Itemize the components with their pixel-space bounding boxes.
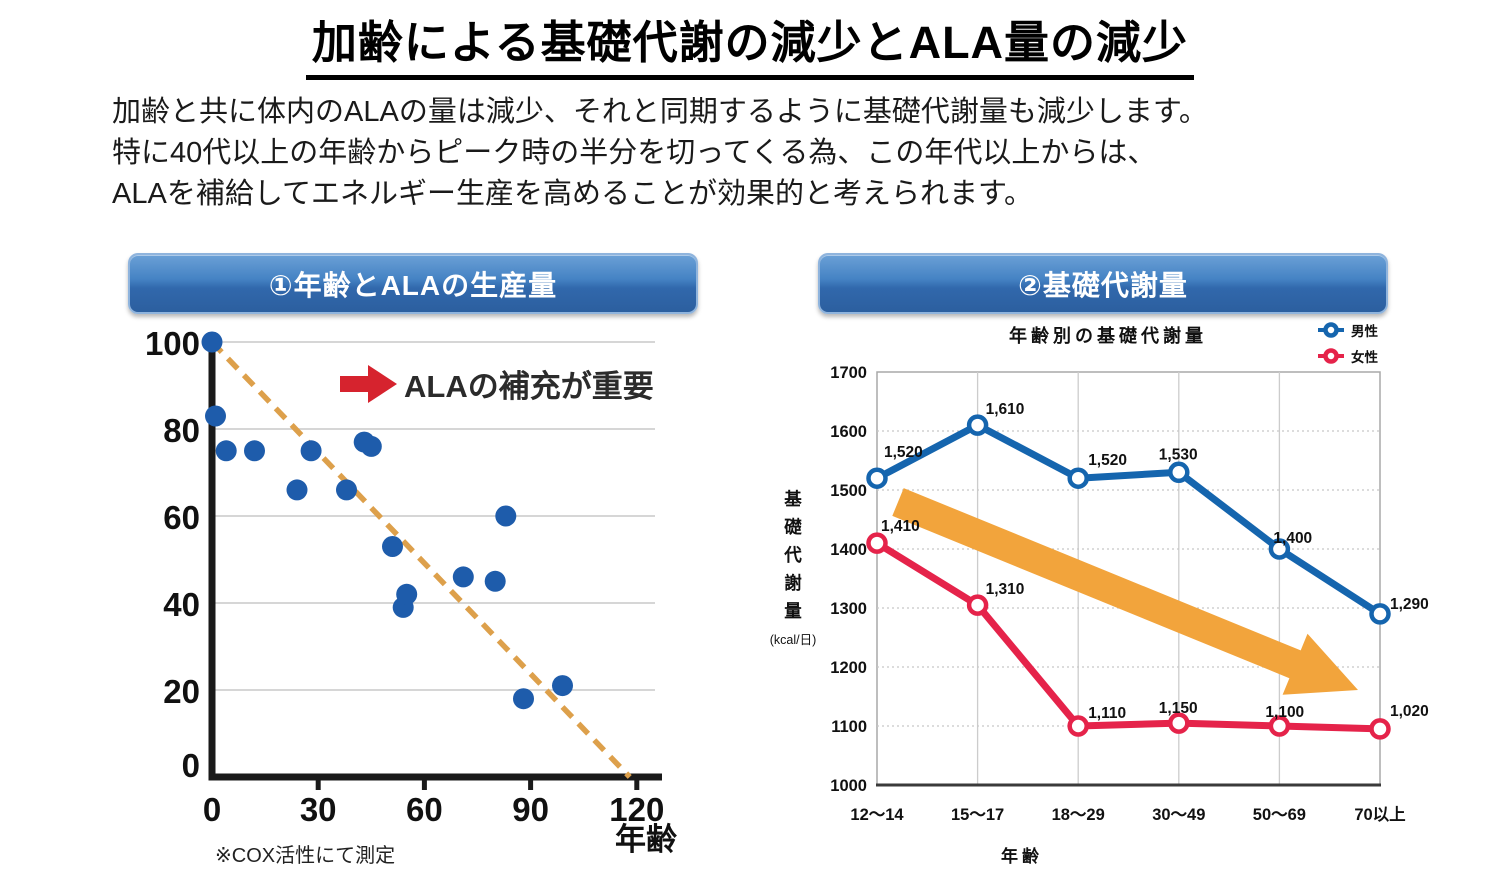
男性-marker: [1067, 467, 1089, 489]
女性-marker: [1067, 715, 1089, 737]
y-tick-label: 1600: [830, 423, 867, 441]
男性-marker: [1168, 461, 1190, 484]
scatter-point: [244, 440, 265, 462]
scatter-point: [382, 536, 403, 557]
declining-trend-arrow: [892, 488, 1358, 695]
left-chart-header: ①年齢とALAの生産量: [128, 253, 698, 314]
value-label: 1,290: [1390, 596, 1429, 613]
x-tick-label: 120: [609, 791, 664, 828]
scatter-point: [286, 479, 308, 501]
value-label: 1,110: [1088, 705, 1126, 722]
y-axis-title-char: 謝: [784, 573, 802, 593]
intro-line-3: ALAを補給してエネルギー生産を高めることが効果的と考えられます。: [112, 178, 1034, 210]
y-axis-title-char: 量: [784, 601, 802, 621]
x-tick-label: 18〜29: [1052, 806, 1105, 824]
x-tick-label: 50〜69: [1253, 806, 1306, 824]
y-tick-label: 1400: [830, 541, 867, 559]
right-chart-header-label: ②基礎代謝量: [1018, 269, 1188, 301]
女性-marker: [966, 594, 989, 616]
value-label: 1,530: [1159, 446, 1198, 463]
intro-line-2: 特に40代以上の年齢からピーク時の半分を切ってくる為、この年代以上からは、: [112, 137, 1157, 169]
x-tick-label: 90: [512, 791, 549, 828]
y-axis-title-char: 礎: [783, 517, 802, 537]
scatter-point: [552, 675, 573, 697]
intro-line-1: 加齢と共に体内のALAの量は減少、それと同期するように基礎代謝量も減少します。: [112, 96, 1208, 128]
chart-title: 年齢別の基礎代謝量: [1009, 325, 1207, 346]
page-title-text: 加齢による基礎代謝の減少とALA量の減少: [305, 6, 1195, 80]
scatter-point: [205, 405, 226, 427]
y-tick-label: 100: [145, 325, 200, 362]
scatter-point: [201, 331, 223, 353]
x-axis-title: 年齢: [1001, 846, 1043, 866]
value-label: 1,520: [1088, 452, 1127, 469]
女性-marker: [866, 532, 888, 554]
scatter-point: [396, 583, 418, 605]
y-tick-label: 60: [163, 499, 200, 536]
y-tick-label: 40: [163, 586, 200, 623]
y-axis-unit: (kcal/日): [770, 633, 817, 647]
value-label: 1,400: [1273, 530, 1312, 547]
女性-marker: [1369, 718, 1391, 740]
x-tick-label: 30〜49: [1152, 806, 1205, 824]
value-label: 1,520: [884, 444, 923, 461]
right-chart-header: ②基礎代謝量: [818, 253, 1388, 314]
y-tick-label: 80: [163, 412, 200, 449]
女性-marker: [1168, 712, 1190, 734]
legend-marker: [1323, 322, 1339, 338]
y-tick-label: 1300: [830, 600, 867, 618]
y-axis-title-char: 基: [783, 489, 802, 509]
y-tick-label: 20: [163, 673, 200, 710]
value-label: 1,310: [986, 581, 1025, 598]
value-label: 1,610: [986, 401, 1025, 418]
男性-marker: [1369, 603, 1391, 625]
intro-text: 加齢と共に体内のALAの量は減少、それと同期するように基礎代謝量も減少します。 …: [112, 92, 1412, 215]
trend-line: [210, 340, 632, 779]
x-tick-label: 15〜17: [951, 806, 1004, 824]
x-tick-label: 30: [300, 791, 337, 828]
value-label: 1,100: [1265, 704, 1304, 721]
y-tick-label: 1000: [830, 777, 867, 795]
y-tick-label: 1700: [830, 364, 867, 382]
scatter-point: [336, 479, 357, 501]
x-tick-label: 70以上: [1354, 805, 1405, 824]
page-title: 加齢による基礎代謝の減少とALA量の減少: [0, 6, 1500, 80]
x-axis-title: 年齢: [615, 822, 677, 857]
y-tick-label: 1500: [830, 482, 867, 500]
y-tick-label: 0: [182, 747, 200, 784]
女性-line: [873, 539, 1384, 733]
red-arrow-icon: [340, 365, 397, 403]
value-label: 1,410: [881, 518, 920, 535]
男性-marker: [1268, 538, 1291, 560]
scatter-point: [215, 440, 237, 462]
男性-marker: [966, 414, 989, 436]
value-label: 1,150: [1159, 700, 1198, 717]
scatter-point: [495, 505, 517, 527]
y-axis-title-char: 代: [783, 545, 802, 565]
y-tick-label: 1100: [831, 718, 867, 736]
scatter-point: [360, 435, 382, 457]
男性-line: [873, 421, 1384, 618]
legend-label: 女性: [1351, 349, 1379, 365]
男性-marker: [866, 467, 888, 489]
x-tick-label: 12〜14: [850, 806, 904, 824]
scatter-point: [452, 566, 474, 588]
scatter-point: [300, 440, 322, 462]
x-tick-label: 60: [406, 791, 443, 828]
scatter-point: [513, 688, 534, 710]
left-chart-header-label: ①年齢とALAの生産量: [268, 269, 558, 301]
legend-marker: [1323, 348, 1339, 364]
chart-footnote: ※COX活性にて測定: [215, 844, 395, 867]
legend-label: 男性: [1351, 323, 1379, 339]
value-label: 1,020: [1390, 703, 1429, 720]
annotation-text: ALAの補充が重要: [404, 369, 654, 404]
女性-marker: [1268, 715, 1291, 737]
y-tick-label: 1200: [830, 659, 867, 677]
x-tick-label: 0: [203, 791, 221, 828]
scatter-point: [484, 570, 506, 592]
